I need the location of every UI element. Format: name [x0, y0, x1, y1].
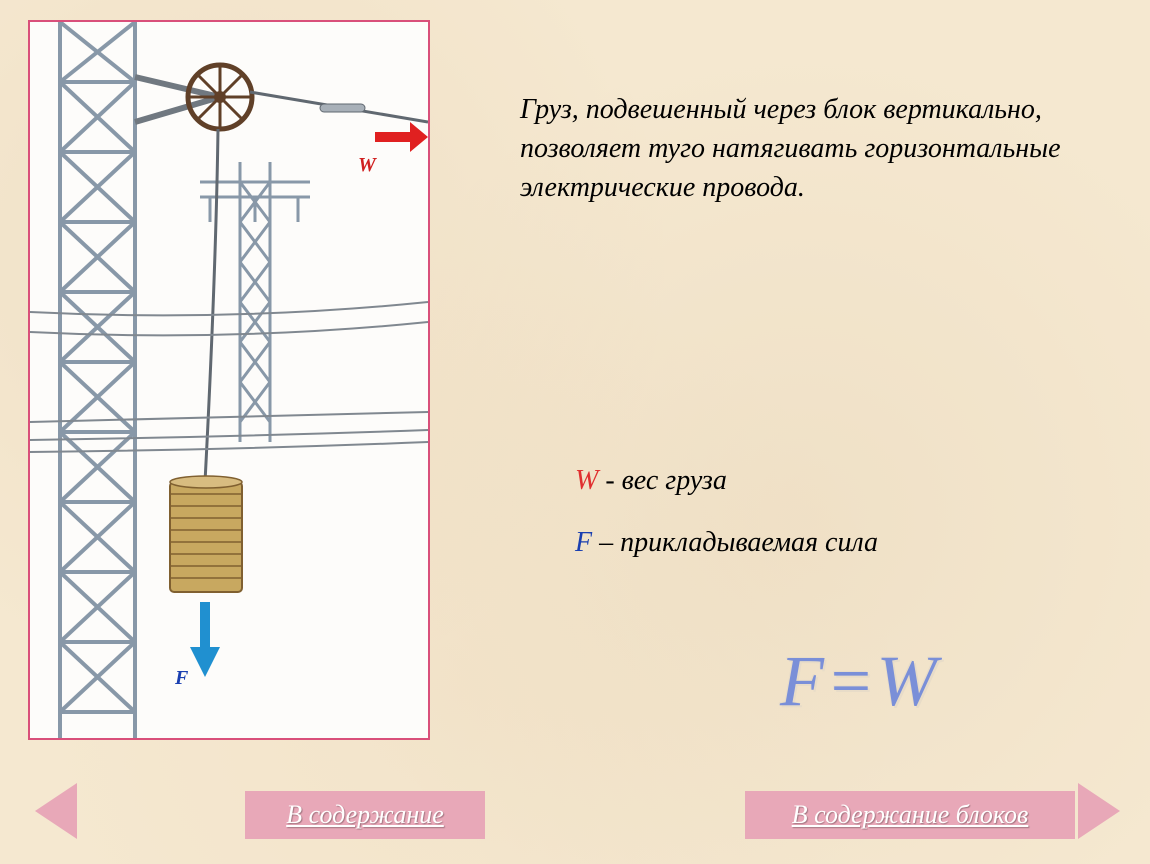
nav-contents-blocks-button[interactable]: В содержание блоков: [745, 791, 1075, 839]
figure-diagram: W F: [30, 22, 428, 738]
figure-panel: W F: [28, 20, 430, 740]
legend-f-symbol: F: [575, 527, 592, 558]
formula: F=W: [780, 640, 939, 723]
nav-prev-arrow[interactable]: [35, 783, 77, 839]
figure-label-f: F: [175, 667, 188, 690]
legend-row-f: F – прикладываемая сила: [575, 512, 878, 574]
legend-w-desc: - вес груза: [598, 465, 727, 496]
legend-row-w: W - вес груза: [575, 450, 878, 512]
legend-f-desc: – прикладываемая сила: [592, 527, 878, 558]
legend: W - вес груза F – прикладываемая сила: [575, 450, 878, 573]
nav-contents-button[interactable]: В содержание: [245, 791, 485, 839]
legend-w-symbol: W: [575, 465, 598, 496]
nav-next-arrow[interactable]: [1078, 783, 1120, 839]
figure-label-w: W: [358, 154, 376, 177]
main-description: Груз, подвешенный через блок вертикально…: [520, 90, 1090, 208]
